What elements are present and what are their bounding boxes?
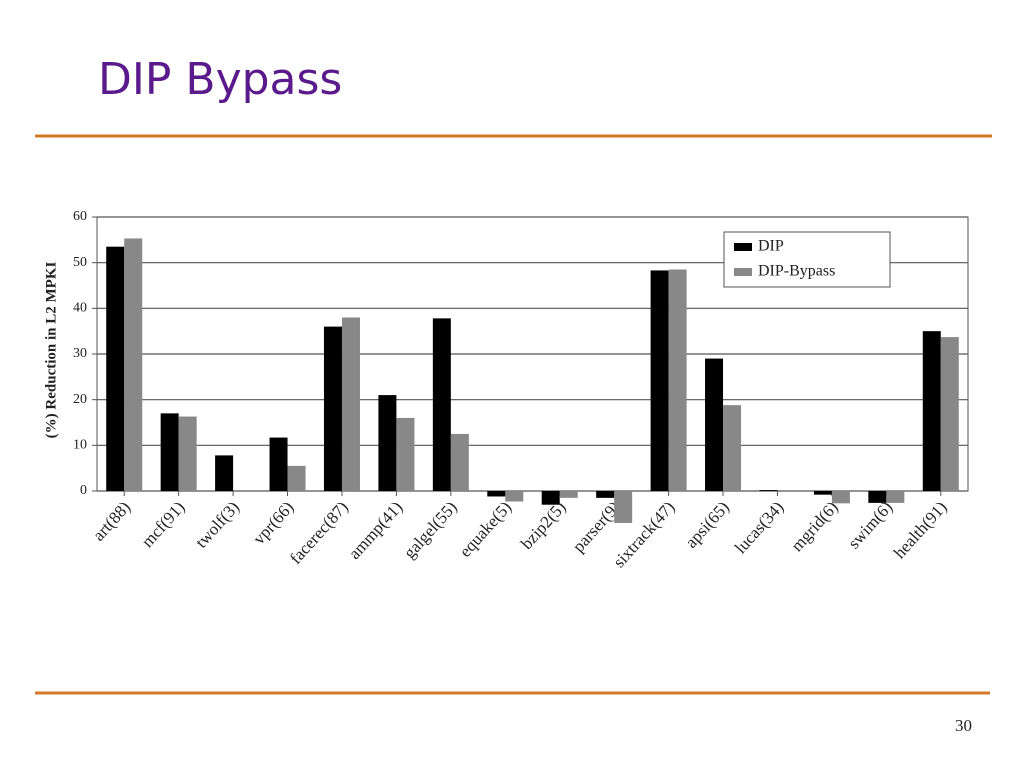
x-tick-label: equake(5) — [456, 498, 516, 561]
bar — [160, 413, 179, 491]
y-tick-label: 30 — [73, 346, 87, 361]
x-tick-label: apsi(65) — [682, 498, 733, 552]
y-tick-label: 10 — [73, 438, 87, 453]
bar — [759, 490, 778, 491]
bar — [106, 246, 125, 491]
x-tick-label: ammp(41) — [345, 498, 407, 563]
bar — [541, 491, 560, 505]
bar — [868, 491, 887, 503]
x-tick-label: facerec(87) — [286, 498, 352, 568]
y-tick-label: 20 — [73, 392, 87, 407]
y-tick-label: 50 — [73, 255, 87, 270]
bar — [269, 437, 288, 491]
y-tick-label: 60 — [73, 209, 87, 224]
bar — [668, 269, 687, 491]
x-tick-label: vpr(66) — [249, 498, 297, 549]
bar — [559, 491, 578, 498]
y-tick-label: 40 — [73, 301, 87, 316]
bar — [432, 318, 451, 491]
bar — [650, 270, 669, 491]
bar — [886, 491, 905, 503]
bar — [813, 491, 832, 495]
page-number: 30 — [955, 716, 972, 735]
legend-box — [723, 231, 891, 288]
bar — [396, 417, 415, 491]
x-tick-label: bzip2(5) — [517, 498, 570, 554]
y-tick-label: 0 — [80, 483, 87, 498]
bar — [487, 491, 506, 497]
x-tick-label: galgel(55) — [400, 498, 461, 563]
x-tick-label: mgrid(6) — [787, 498, 842, 556]
bar — [124, 238, 143, 491]
bar — [215, 455, 234, 491]
x-tick-label: lucas(34) — [731, 498, 787, 558]
bar — [922, 331, 941, 491]
bar — [323, 326, 342, 491]
bar — [505, 491, 524, 502]
legend-swatch — [734, 268, 752, 276]
bar — [287, 465, 306, 491]
x-tick-label: swim(6) — [844, 498, 896, 553]
legend-swatch — [734, 243, 752, 251]
bar — [614, 491, 633, 523]
legend-label: DIP — [758, 238, 784, 255]
bar — [178, 416, 197, 491]
x-tick-label: mcf(91) — [138, 498, 189, 551]
bar — [378, 395, 397, 491]
x-tick-label: art(88) — [89, 498, 134, 545]
y-axis-label: (%) Reduction in L2 MPKI — [43, 262, 59, 439]
bar — [341, 317, 360, 491]
bar — [596, 491, 615, 498]
bar — [450, 433, 469, 491]
slide-title: DIP Bypass — [98, 54, 342, 105]
bar — [705, 358, 724, 491]
bar — [940, 337, 959, 491]
x-tick-label: health(91) — [890, 498, 951, 563]
x-tick-label: twolf(3) — [192, 498, 243, 552]
bar — [831, 491, 850, 504]
bar — [723, 405, 742, 491]
legend-label: DIP-Bypass — [758, 263, 835, 280]
